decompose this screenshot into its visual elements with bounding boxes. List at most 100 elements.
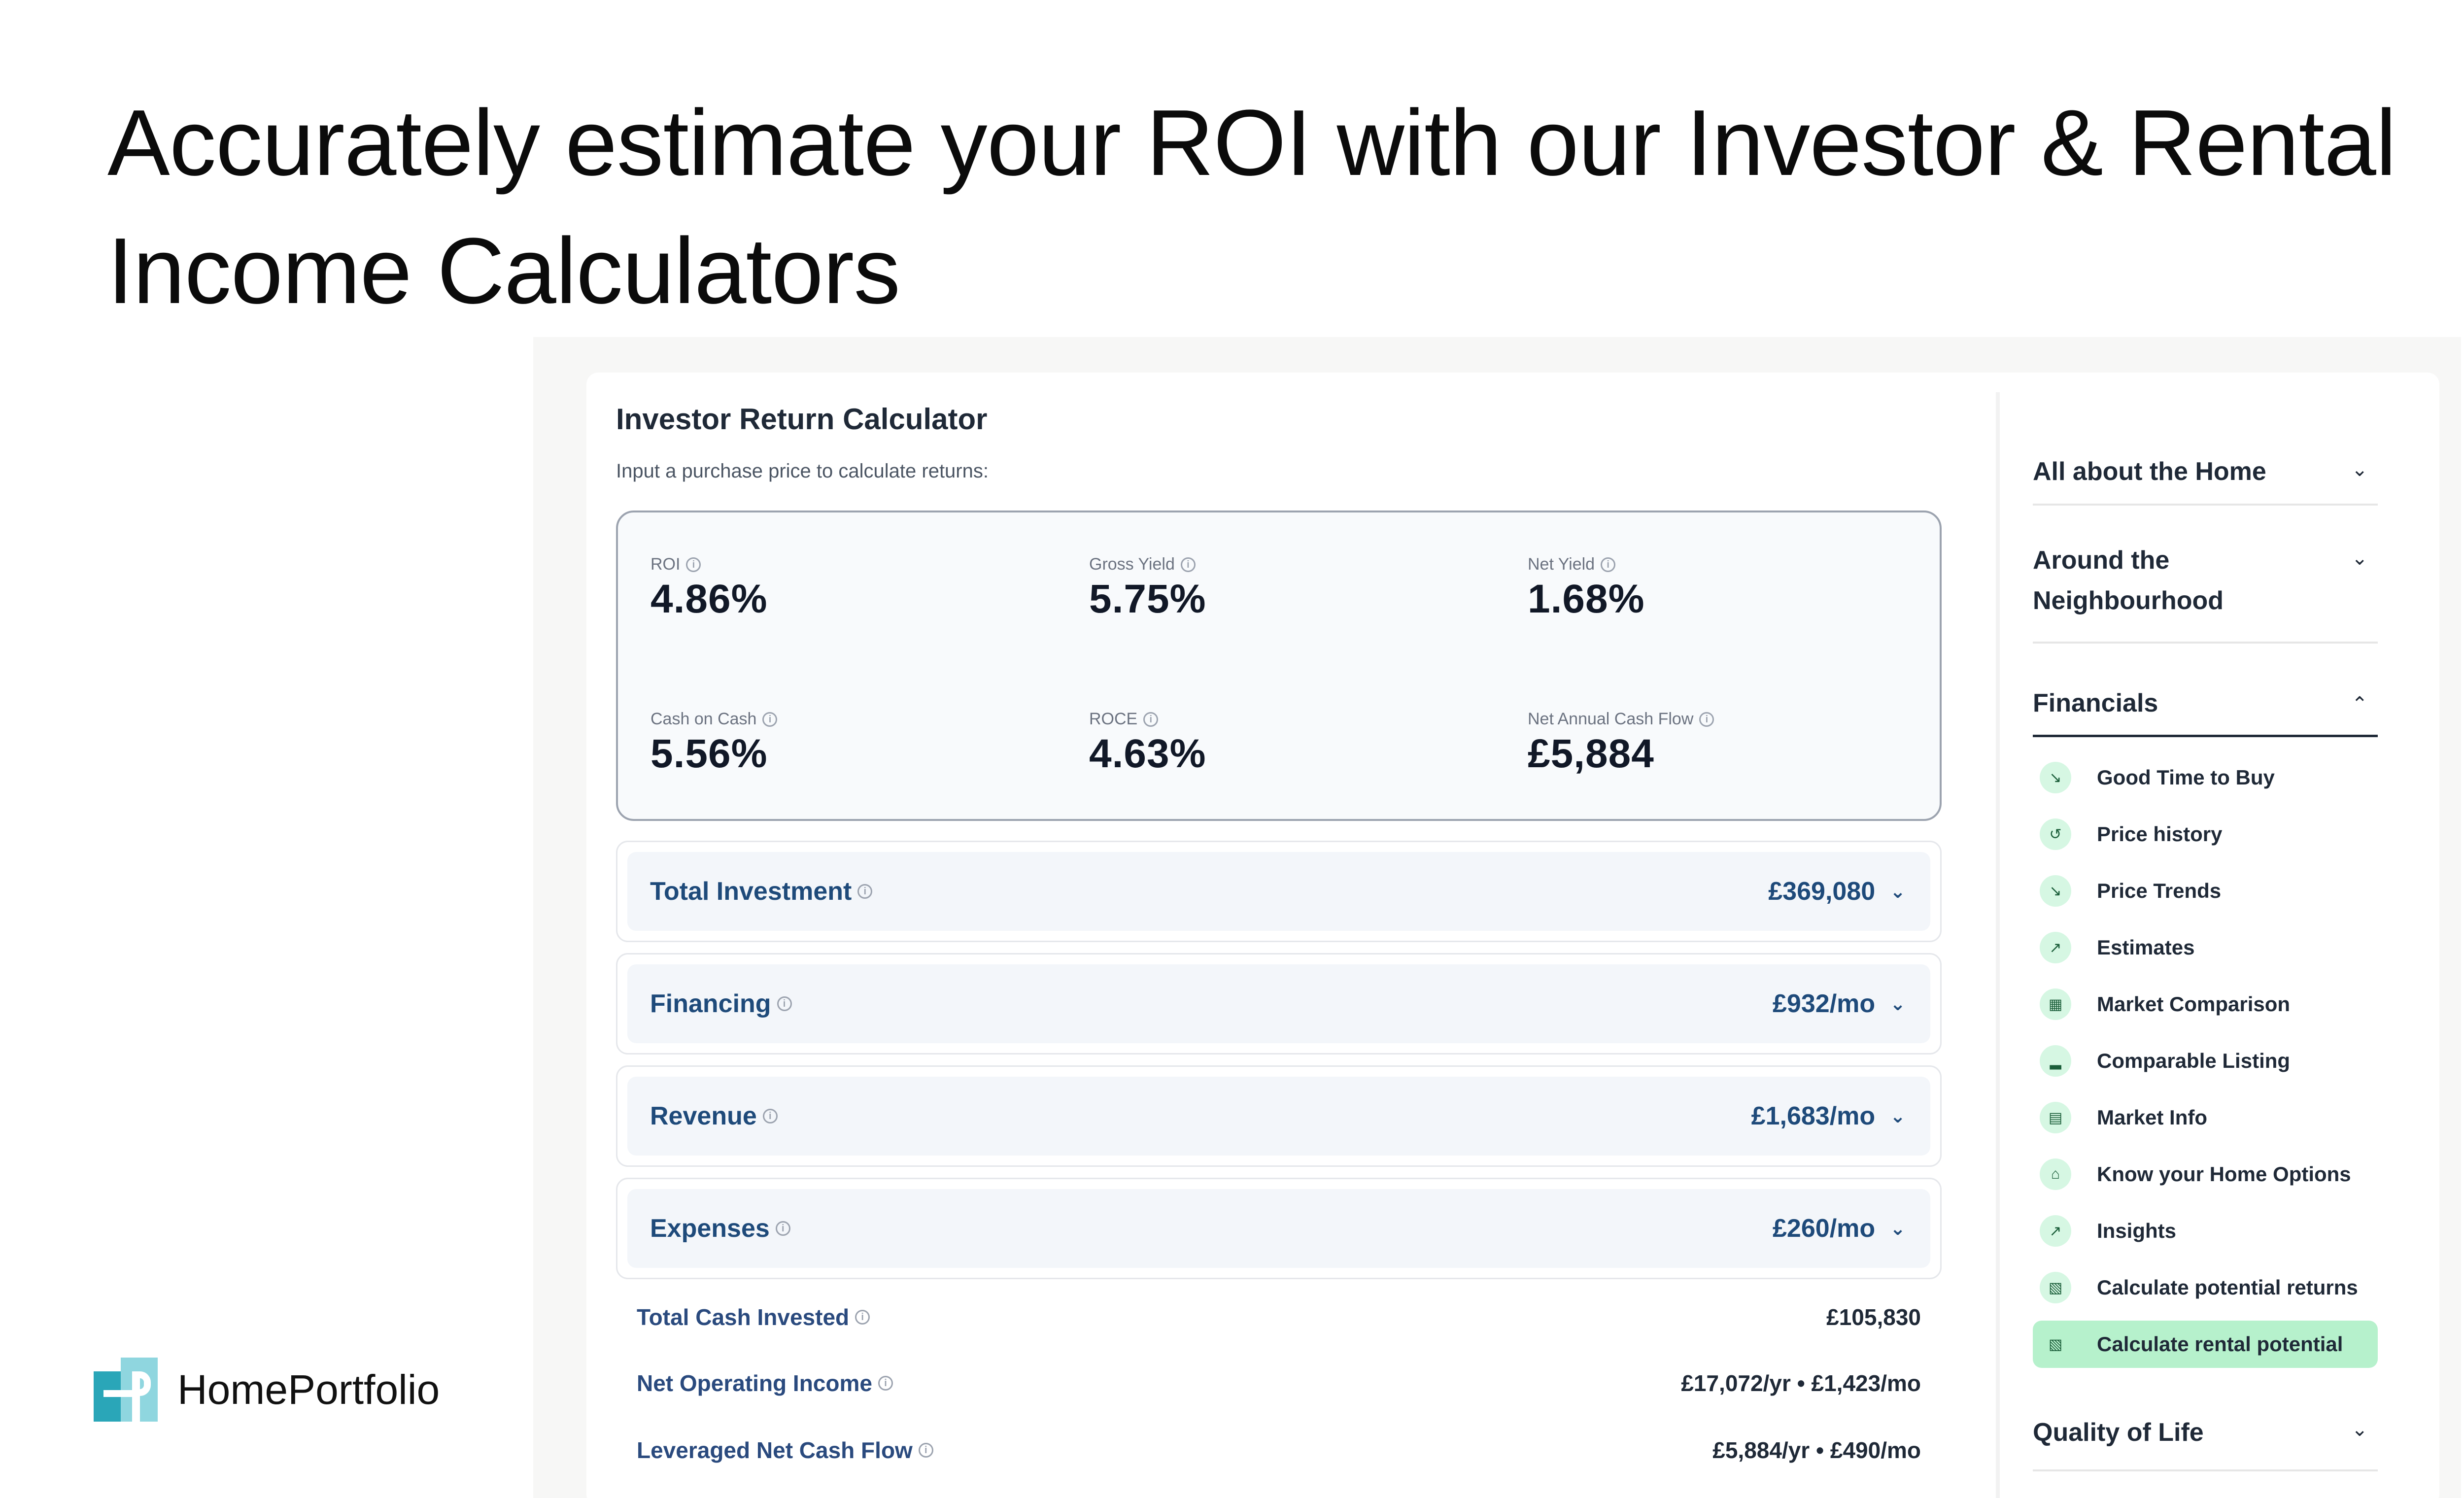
- brand-logo[interactable]: HomePortfolio: [94, 1358, 440, 1422]
- summary-leveraged-net-cash-flow: Leveraged Net Cash Flow i £5,884/yr • £49…: [637, 1437, 1921, 1464]
- nav-item-label: Comparable Listing: [2097, 1049, 2291, 1072]
- metric-label: ROCE: [1089, 710, 1138, 728]
- chevron-up-icon[interactable]: ⌃: [2351, 693, 2368, 715]
- grid-icon: ▦: [2040, 988, 2071, 1020]
- info-icon[interactable]: i: [762, 712, 778, 727]
- accordion-value: £932/mo: [1773, 989, 1876, 1018]
- chevron-down-icon[interactable]: ⌄: [1890, 881, 1906, 902]
- info-icon[interactable]: i: [777, 996, 792, 1011]
- info-icon[interactable]: i: [918, 1443, 933, 1458]
- summary-value: £105,830: [1826, 1304, 1921, 1330]
- info-icon[interactable]: i: [775, 1221, 790, 1236]
- homeportfolio-logo-icon: [94, 1358, 158, 1422]
- accordion-label: Revenue: [650, 1102, 757, 1130]
- info-icon[interactable]: i: [878, 1376, 893, 1391]
- nav-item-market-comparison[interactable]: ▦ Market Comparison: [2033, 981, 2378, 1028]
- nav-item-calculate-potential-returns[interactable]: ▧ Calculate potential returns: [2033, 1264, 2378, 1311]
- nav-item-price-history[interactable]: ↺ Price history: [2033, 811, 2378, 858]
- nav-item-label: Estimates: [2097, 936, 2195, 959]
- nav-section-all-about-the-home[interactable]: All about the Home ⌄: [2033, 432, 2378, 506]
- info-icon[interactable]: i: [686, 557, 701, 572]
- info-icon[interactable]: i: [1601, 557, 1616, 572]
- chevron-down-icon[interactable]: ⌄: [1890, 993, 1906, 1015]
- trend-icon: ↗: [2040, 1215, 2071, 1247]
- nav-section-title: Quality of Life: [2033, 1418, 2204, 1447]
- nav-item-label: Price Trends: [2097, 879, 2222, 902]
- line-chart-icon: ↗: [2040, 932, 2071, 963]
- metric-roce: ROCE i 4.63%: [1089, 710, 1483, 777]
- nav-section-title: All about the Home: [2033, 457, 2266, 486]
- metric-value: 4.86%: [650, 577, 768, 621]
- nav-item-market-info[interactable]: ▤ Market Info: [2033, 1094, 2378, 1141]
- metric-gross-yield: Gross Yield i 5.75%: [1089, 555, 1483, 622]
- nav-item-label: Good Time to Buy: [2097, 766, 2275, 789]
- accordion-total-investment[interactable]: Total Investment i £369,080 ⌄: [616, 841, 1942, 942]
- nav-item-good-time-to-buy[interactable]: ↘ Good Time to Buy: [2033, 754, 2378, 801]
- calculator-title: Investor Return Calculator: [616, 403, 988, 436]
- nav-section-title: Financials: [2033, 689, 2158, 717]
- nav-item-calculate-rental-potential[interactable]: ▧ Calculate rental potential: [2033, 1321, 2378, 1368]
- headline-line-1: Accurately estimate your ROI with our In…: [107, 91, 2396, 195]
- metric-value: 5.56%: [650, 731, 768, 776]
- chevron-down-icon[interactable]: ⌄: [2351, 459, 2368, 480]
- info-icon[interactable]: i: [1699, 712, 1714, 727]
- nav-item-comparable-listing[interactable]: ▂ Comparable Listing: [2033, 1037, 2378, 1085]
- chevron-down-icon[interactable]: ⌄: [1890, 1218, 1906, 1239]
- summary-label: Net Operating Income: [637, 1370, 872, 1396]
- metric-net-annual-cash-flow: Net Annual Cash Flow i £5,884: [1528, 710, 1922, 777]
- calculator-icon: ▧: [2040, 1272, 2071, 1303]
- metrics-summary-box: ROI i 4.86% Gross Yield i 5.75% Net Yield i…: [616, 511, 1942, 821]
- accordion-revenue[interactable]: Revenue i £1,683/mo ⌄: [616, 1065, 1942, 1167]
- nav-item-label: Calculate rental potential: [2097, 1332, 2343, 1356]
- chevron-down-icon[interactable]: ⌄: [2351, 547, 2368, 569]
- history-icon: ↺: [2040, 818, 2071, 850]
- nav-item-estimates[interactable]: ↗ Estimates: [2033, 924, 2378, 971]
- summary-total-cash-invested: Total Cash Invested i £105,830: [637, 1304, 1921, 1330]
- nav-section-around-the-neighbourhood[interactable]: Around the Neighbourhood ⌄: [2033, 520, 2378, 644]
- bar-chart-icon: ▂: [2040, 1045, 2071, 1077]
- nav-section-financials[interactable]: Financials ⌃: [2033, 658, 2378, 737]
- page-headline: Accurately estimate your ROI with our In…: [107, 79, 2424, 335]
- accordion-value: £369,080: [1768, 877, 1876, 906]
- home-icon: ⌂: [2040, 1158, 2071, 1190]
- metric-label: Gross Yield: [1089, 555, 1175, 574]
- headline-line-2: Income Calculators: [107, 219, 900, 323]
- nav-section-quality-of-life[interactable]: Quality of Life ⌄: [2033, 1388, 2378, 1471]
- chevron-down-icon[interactable]: ⌄: [2351, 1419, 2368, 1440]
- info-icon[interactable]: i: [857, 884, 873, 899]
- newspaper-icon: ▤: [2040, 1102, 2071, 1133]
- metric-value: 1.68%: [1528, 577, 1645, 621]
- info-icon[interactable]: i: [855, 1310, 870, 1325]
- metric-value: 5.75%: [1089, 577, 1206, 621]
- info-icon[interactable]: i: [1143, 712, 1159, 727]
- nav-item-label: Insights: [2097, 1219, 2177, 1242]
- nav-item-label: Price history: [2097, 822, 2223, 846]
- metric-label: Cash on Cash: [650, 710, 757, 728]
- metric-value: £5,884: [1528, 731, 1654, 776]
- metric-roi: ROI i 4.86%: [650, 555, 1045, 622]
- nav-item-insights[interactable]: ↗ Insights: [2033, 1207, 2378, 1255]
- metric-net-yield: Net Yield i 1.68%: [1528, 555, 1922, 622]
- metric-label: ROI: [650, 555, 681, 574]
- accordion-expenses[interactable]: Expenses i £260/mo ⌄: [616, 1178, 1942, 1279]
- info-icon[interactable]: i: [762, 1109, 778, 1124]
- accordion-value: £1,683/mo: [1751, 1102, 1876, 1130]
- info-icon[interactable]: i: [1180, 557, 1196, 572]
- nav-item-label: Market Comparison: [2097, 992, 2291, 1016]
- accordion-label: Total Investment: [650, 877, 852, 906]
- nav-item-label: Calculate potential returns: [2097, 1276, 2358, 1299]
- nav-item-know-your-home-options[interactable]: ⌂ Know your Home Options: [2033, 1151, 2378, 1198]
- accordion-financing[interactable]: Financing i £932/mo ⌄: [616, 953, 1942, 1055]
- nav-section-title-line-2: Neighbourhood: [2033, 586, 2224, 615]
- nav-item-label: Market Info: [2097, 1106, 2208, 1129]
- summary-value: £17,072/yr • £1,423/mo: [1681, 1370, 1921, 1396]
- metric-label: Net Yield: [1528, 555, 1595, 574]
- summary-label: Leveraged Net Cash Flow: [637, 1437, 913, 1463]
- chevron-down-icon[interactable]: ⌄: [1890, 1106, 1906, 1127]
- line-chart-icon: ↘: [2040, 875, 2071, 907]
- accordion-label: Financing: [650, 989, 771, 1018]
- metric-value: 4.63%: [1089, 731, 1206, 776]
- nav-item-price-trends[interactable]: ↘ Price Trends: [2033, 867, 2378, 915]
- summary-value: £5,884/yr • £490/mo: [1712, 1437, 1921, 1463]
- calculator-subtitle: Input a purchase price to calculate retu…: [616, 460, 989, 482]
